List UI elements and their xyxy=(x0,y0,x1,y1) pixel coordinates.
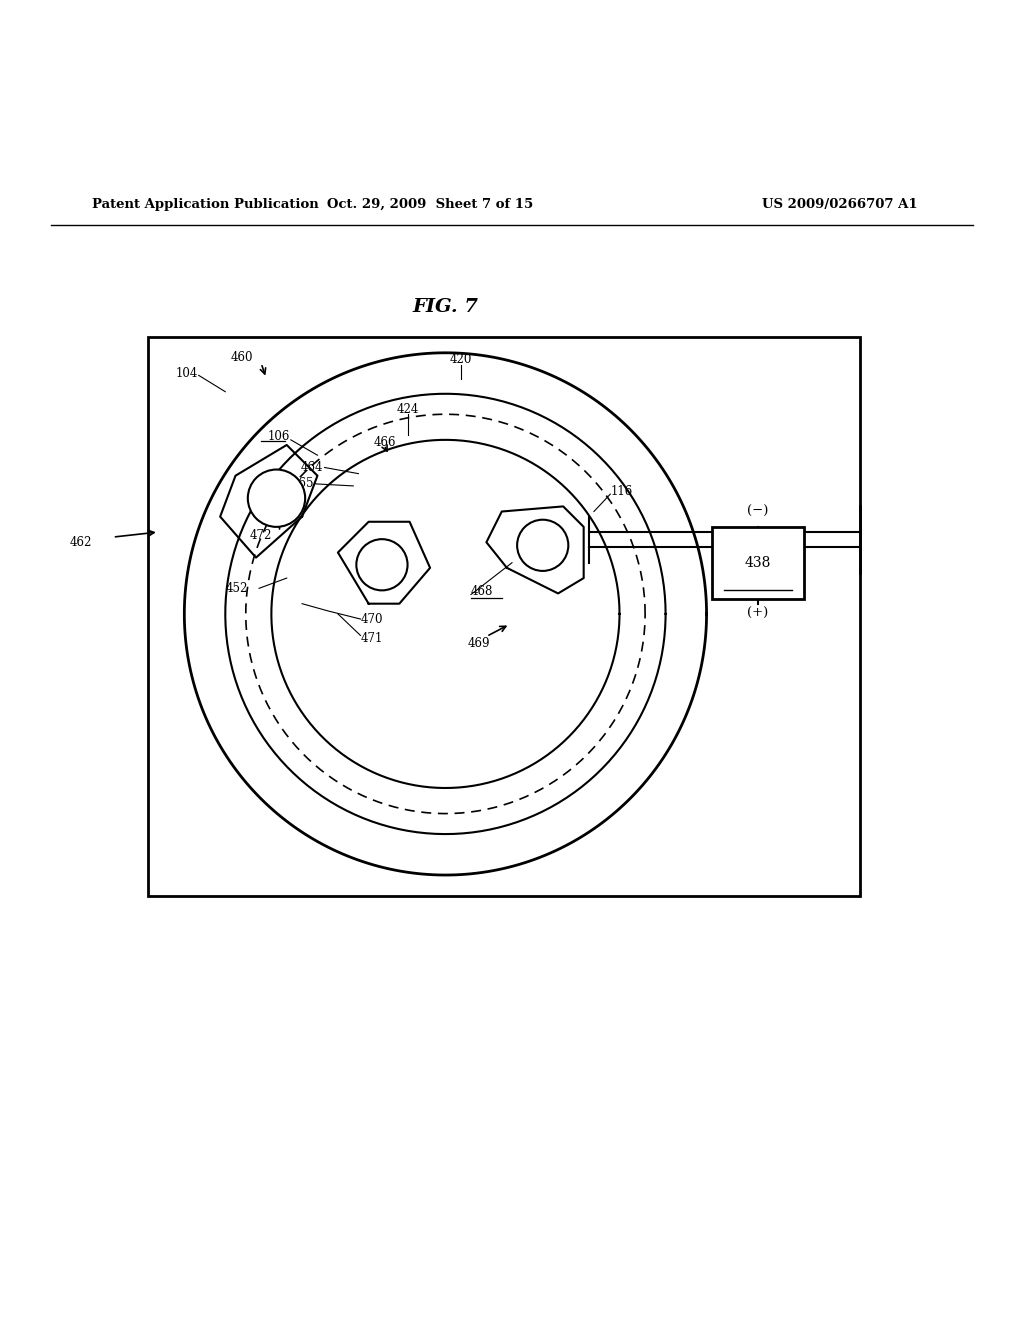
Text: 116: 116 xyxy=(610,484,633,498)
Text: Oct. 29, 2009  Sheet 7 of 15: Oct. 29, 2009 Sheet 7 of 15 xyxy=(327,198,534,211)
Text: Patent Application Publication: Patent Application Publication xyxy=(92,198,318,211)
Text: 469: 469 xyxy=(468,638,490,651)
Text: 104: 104 xyxy=(175,367,198,380)
Text: FIG. 7: FIG. 7 xyxy=(413,298,478,315)
Text: 471: 471 xyxy=(360,632,383,645)
Bar xyxy=(148,338,860,895)
Text: 420: 420 xyxy=(450,354,472,367)
Text: 452: 452 xyxy=(225,582,248,595)
Text: (+): (+) xyxy=(748,607,768,620)
Text: 470: 470 xyxy=(360,612,383,626)
Text: 106: 106 xyxy=(267,430,290,444)
Text: 464: 464 xyxy=(301,461,324,474)
Text: 472: 472 xyxy=(250,528,272,541)
Text: 424: 424 xyxy=(396,403,419,416)
Text: (−): (−) xyxy=(748,506,768,517)
Text: 468: 468 xyxy=(471,585,494,598)
Text: 465: 465 xyxy=(292,478,314,490)
Circle shape xyxy=(517,520,568,572)
Bar xyxy=(712,527,804,598)
Circle shape xyxy=(356,539,408,590)
Text: 460: 460 xyxy=(230,351,253,364)
Circle shape xyxy=(248,470,305,527)
Text: 438: 438 xyxy=(744,556,771,570)
Text: US 2009/0266707 A1: US 2009/0266707 A1 xyxy=(762,198,918,211)
Text: 466: 466 xyxy=(374,437,396,449)
Text: 462: 462 xyxy=(70,536,92,549)
